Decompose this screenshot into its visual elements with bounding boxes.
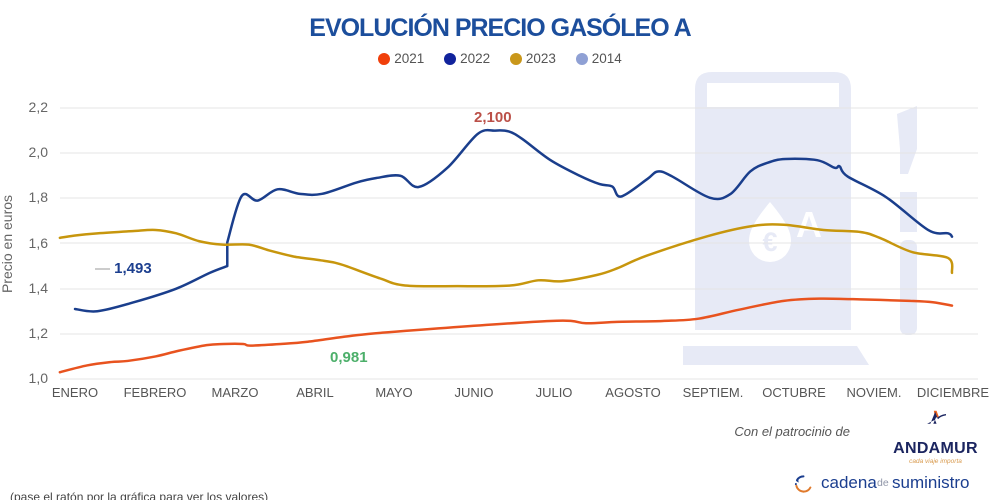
svg-text:€: € [762,227,777,257]
svg-text:A: A [796,204,822,245]
